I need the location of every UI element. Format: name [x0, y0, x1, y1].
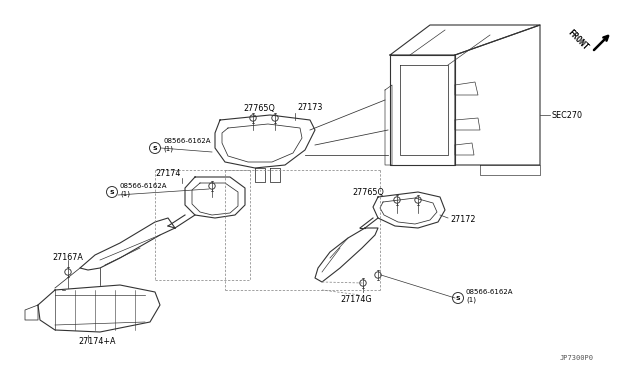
Text: S: S — [109, 189, 115, 195]
Text: 27174: 27174 — [155, 169, 180, 177]
Text: 08566-6162A
(1): 08566-6162A (1) — [163, 138, 211, 152]
Text: JP7300P0: JP7300P0 — [560, 355, 594, 361]
Text: 27765Q: 27765Q — [352, 187, 384, 196]
Text: 27174+A: 27174+A — [78, 337, 115, 346]
Text: 27765Q: 27765Q — [243, 103, 275, 112]
Text: 27167A: 27167A — [52, 253, 83, 263]
Text: FRONT: FRONT — [566, 28, 590, 52]
Text: S: S — [153, 145, 157, 151]
Text: 27172: 27172 — [450, 215, 476, 224]
Text: 27174G: 27174G — [340, 295, 372, 305]
Text: SEC270: SEC270 — [551, 110, 582, 119]
Text: 08566-6162A
(1): 08566-6162A (1) — [120, 183, 168, 197]
Text: S: S — [456, 295, 460, 301]
Text: 08566-6162A
(1): 08566-6162A (1) — [466, 289, 513, 303]
Text: 27173: 27173 — [297, 103, 323, 112]
